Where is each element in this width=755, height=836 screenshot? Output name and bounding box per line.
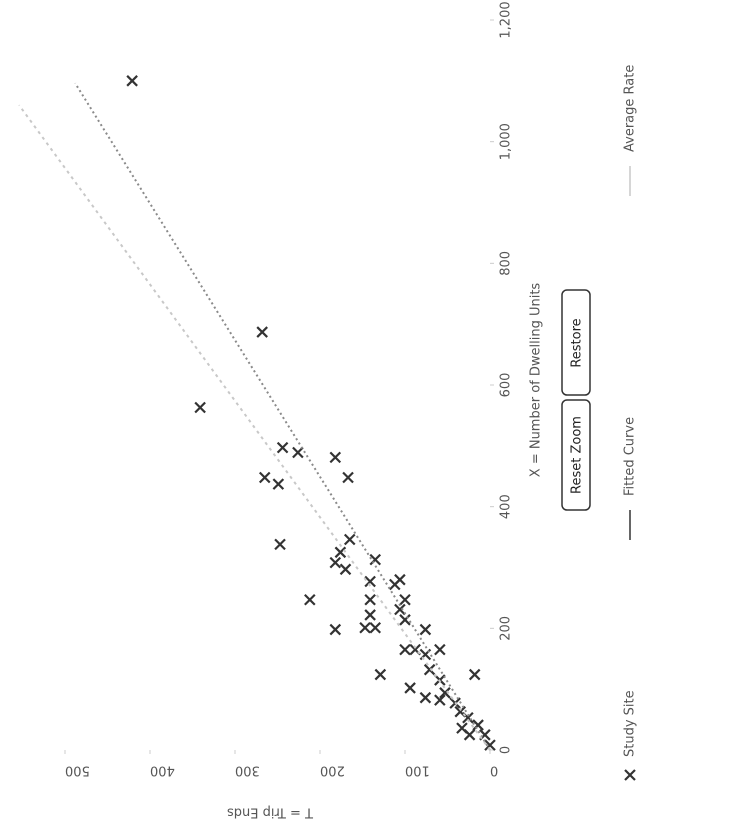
study-site-marker [334,546,347,559]
study-site-marker [394,603,406,616]
study-site-marker [339,563,352,576]
legend-marker [624,769,636,781]
y-tick-label: 200 [320,763,345,778]
study-site-marker [369,553,382,566]
study-site-marker [399,593,411,606]
study-site-marker [276,441,289,454]
y-tick-label: 300 [235,763,260,778]
reset-zoom-button[interactable]: Reset Zoom [561,399,591,511]
study-site-marker [274,538,286,551]
button-label[interactable]: Reset Zoom [570,416,585,494]
study-site-marker [194,401,206,414]
study-site-marker [258,471,271,484]
x-tick-label: 400 [499,494,514,519]
study-site-marker [419,623,432,636]
study-site-marker [439,687,451,699]
study-site-marker [364,593,376,606]
trend-line [18,104,491,751]
study-site-marker [468,668,481,681]
study-site-marker [456,722,468,734]
x-axis-title: X = Number of Dwelling Units [529,283,544,478]
x-tick-label: 0 [499,746,514,754]
rotated-chart: X = Number of Dwelling Units T = Trip En… [18,1,638,820]
study-site-marker [364,609,376,621]
button-label[interactable]: Restore [570,318,585,367]
study-site-marker [343,533,356,546]
x-tick-label: 1,200 [499,1,514,38]
study-site-marker [329,451,342,464]
study-site-marker [364,575,376,588]
study-site-marker [292,446,304,459]
study-site-marker [126,75,138,87]
study-site-marker [272,478,285,490]
restore-button[interactable]: Restore [561,289,591,396]
study-site-marker [434,694,446,706]
study-site-marker [472,719,484,731]
legend-label: Fitted Curve [623,417,638,496]
study-site-marker [484,739,496,751]
study-site-marker [369,621,382,634]
x-tick-label: 800 [499,251,514,276]
study-site-marker [359,621,371,634]
button-frame[interactable] [561,289,591,396]
x-tick-label: 200 [499,616,514,641]
study-site-marker [423,663,436,676]
study-site-marker [419,691,432,704]
x-tick-label: 600 [499,373,514,398]
trend-line [74,82,491,751]
x-tick-label: 1,000 [499,123,514,160]
y-tick-label: 500 [65,763,90,778]
y-axis-title: T = Trip Ends [227,805,314,820]
study-site-marker [399,643,411,656]
study-site-marker [329,623,342,636]
study-site-marker [434,643,446,656]
study-site-marker [256,326,268,338]
study-site-marker [329,556,342,569]
study-site-marker [304,593,316,606]
study-site-marker [404,682,416,694]
y-tick-label: 100 [405,763,430,778]
study-site-marker [374,668,387,681]
study-site-marker [342,471,354,484]
button-frame[interactable] [561,399,591,511]
y-tick-label: 400 [150,763,175,778]
legend-label: Study Site [623,690,638,757]
y-tick-label: 0 [490,763,498,778]
study-site-marker [399,614,411,626]
legend-label: Average Rate [623,65,638,152]
study-site-marker [389,578,401,591]
